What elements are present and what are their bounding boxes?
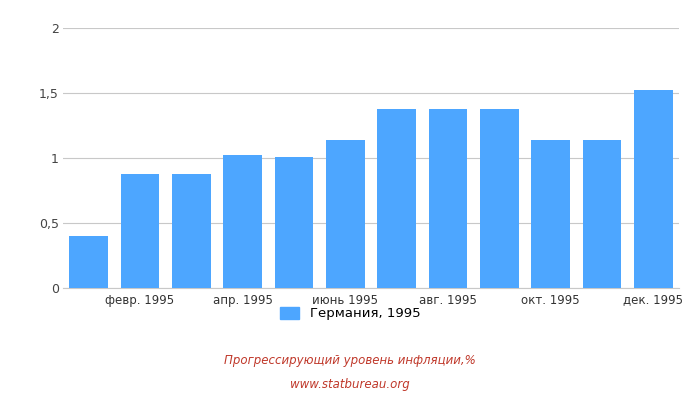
Bar bbox=[69, 236, 108, 288]
Text: www.statbureau.org: www.statbureau.org bbox=[290, 378, 410, 391]
Bar bbox=[634, 90, 673, 288]
Bar bbox=[428, 109, 468, 288]
Bar bbox=[377, 109, 416, 288]
Bar bbox=[172, 174, 211, 288]
Bar bbox=[480, 109, 519, 288]
Bar bbox=[531, 140, 570, 288]
Bar bbox=[120, 174, 160, 288]
Text: Прогрессирующий уровень инфляции,%: Прогрессирующий уровень инфляции,% bbox=[224, 354, 476, 367]
Legend: Германия, 1995: Германия, 1995 bbox=[274, 302, 426, 326]
Bar bbox=[223, 155, 262, 288]
Bar bbox=[274, 157, 314, 288]
Bar bbox=[582, 140, 622, 288]
Bar bbox=[326, 140, 365, 288]
